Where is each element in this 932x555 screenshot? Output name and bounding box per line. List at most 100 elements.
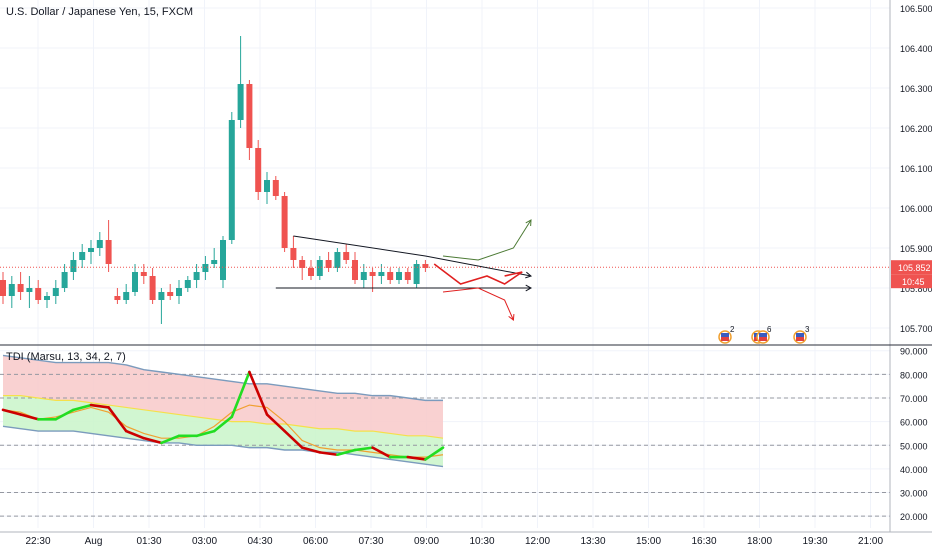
candle-body [8, 284, 15, 296]
candle-body [79, 252, 86, 260]
tdi-rsi-segment [230, 370, 251, 419]
x-tick-label: 19:30 [802, 536, 827, 547]
x-tick-label: 09:00 [414, 536, 439, 547]
tdi-mid-line [3, 395, 444, 439]
candle-body [44, 296, 50, 300]
tdi-rsi-segment [212, 415, 234, 433]
candle-body [378, 272, 385, 276]
candle-body [105, 240, 112, 264]
tdi-rsi-segment [424, 446, 445, 461]
candle-body [193, 272, 200, 280]
candle-body [211, 260, 218, 264]
candle-body [281, 196, 288, 248]
tdi-signal-line [2, 404, 444, 458]
candle-body [140, 272, 147, 276]
x-tick-label: 12:00 [525, 536, 550, 547]
price-tick-label: 105.900 [900, 244, 932, 254]
event-flag-icon-bottom [759, 337, 767, 341]
candle-body [272, 180, 279, 196]
tdi-tick-label: 20.000 [900, 512, 928, 522]
tdi-tick-label: 30.000 [900, 489, 928, 499]
x-tick-label: 06:00 [303, 536, 328, 547]
price-tick-label: 106.100 [900, 164, 932, 174]
event-flag-icon-bottom [721, 337, 729, 341]
projection-up [442, 219, 532, 261]
candle-body [237, 84, 244, 120]
x-tick-label: 04:30 [247, 536, 272, 547]
candle-body [387, 272, 394, 280]
tdi-rsi-segment [1, 408, 22, 416]
candle-body [61, 272, 68, 288]
tdi-rsi-segment [336, 448, 357, 457]
last-price-label: 105.852 [898, 263, 931, 273]
projection-down-arrow [508, 313, 515, 321]
event-flag-icon-top [796, 333, 804, 337]
event-count-label: 2 [730, 325, 735, 334]
price-tick-label: 106.200 [900, 124, 932, 134]
last-price-tag [891, 260, 932, 275]
event-flag-icon-top [721, 333, 729, 337]
tdi-rsi-segment [318, 451, 339, 457]
candle-body [290, 248, 297, 260]
x-tick-label: 18:00 [747, 536, 772, 547]
candle-body [114, 296, 121, 300]
x-tick-label: 03:00 [192, 536, 217, 547]
candle-body [35, 288, 42, 300]
candle-body [396, 272, 402, 280]
x-tick-label: 16:30 [691, 536, 716, 547]
candle-body [369, 272, 376, 276]
x-tick-label: Aug [85, 536, 103, 547]
trendline-upper-arrow [525, 271, 533, 279]
x-tick-label: 21:00 [858, 536, 883, 547]
candle-body [0, 280, 6, 296]
event-count-label: 6 [767, 325, 772, 334]
candle-body [352, 260, 358, 280]
event-count-label: 3 [805, 325, 810, 334]
price-tick-label: 105.800 [900, 284, 932, 294]
tdi-rsi-segment [124, 429, 146, 440]
candle-body [167, 292, 174, 296]
tdi-rsi-segment [160, 434, 181, 445]
candle-body [158, 292, 165, 300]
tdi-tick-label: 70.000 [900, 394, 928, 404]
indicator-title: TDI (Marsu, 13, 34, 2, 7) [6, 351, 126, 363]
candle-body [404, 272, 411, 280]
price-tick-label: 106.400 [900, 44, 932, 54]
tdi-rsi-segment [300, 446, 322, 454]
tdi-tick-label: 60.000 [900, 418, 928, 428]
x-tick-label: 13:30 [580, 536, 605, 547]
candle-body [334, 252, 341, 268]
x-tick-label: 07:30 [358, 536, 383, 547]
candle-body [88, 248, 94, 252]
candle-body [202, 264, 209, 272]
candle-body [343, 252, 350, 260]
tdi-rsi-segment [107, 406, 128, 433]
candle-body [96, 240, 103, 248]
candle-body [299, 260, 306, 268]
x-tick-label: 10:30 [469, 536, 494, 547]
candle-body [26, 288, 33, 292]
tdi-lower-line [2, 425, 444, 468]
candle-body [52, 288, 59, 296]
price-tick-label: 106.500 [900, 4, 932, 14]
candle-body [246, 84, 253, 148]
candle-body [220, 240, 226, 280]
candle-body [360, 272, 367, 280]
tdi-rsi-segment [142, 436, 163, 445]
x-tick-label: 15:00 [636, 536, 661, 547]
tdi-rsi-segment [72, 403, 93, 412]
candle-body [413, 264, 420, 284]
projection-mid [433, 263, 523, 285]
tdi-rsi-segment [265, 413, 286, 433]
candle-body [422, 264, 429, 268]
candle-body [264, 180, 270, 192]
candle-body [17, 284, 24, 292]
x-tick-label: 01:30 [136, 536, 161, 547]
tdi-rsi-segment [19, 413, 40, 421]
trendline-upper [293, 235, 532, 277]
candle-body [132, 272, 138, 292]
tdi-tick-label: 40.000 [900, 465, 928, 475]
candle-body [255, 148, 262, 192]
countdown-label: 10:45 [902, 277, 925, 287]
